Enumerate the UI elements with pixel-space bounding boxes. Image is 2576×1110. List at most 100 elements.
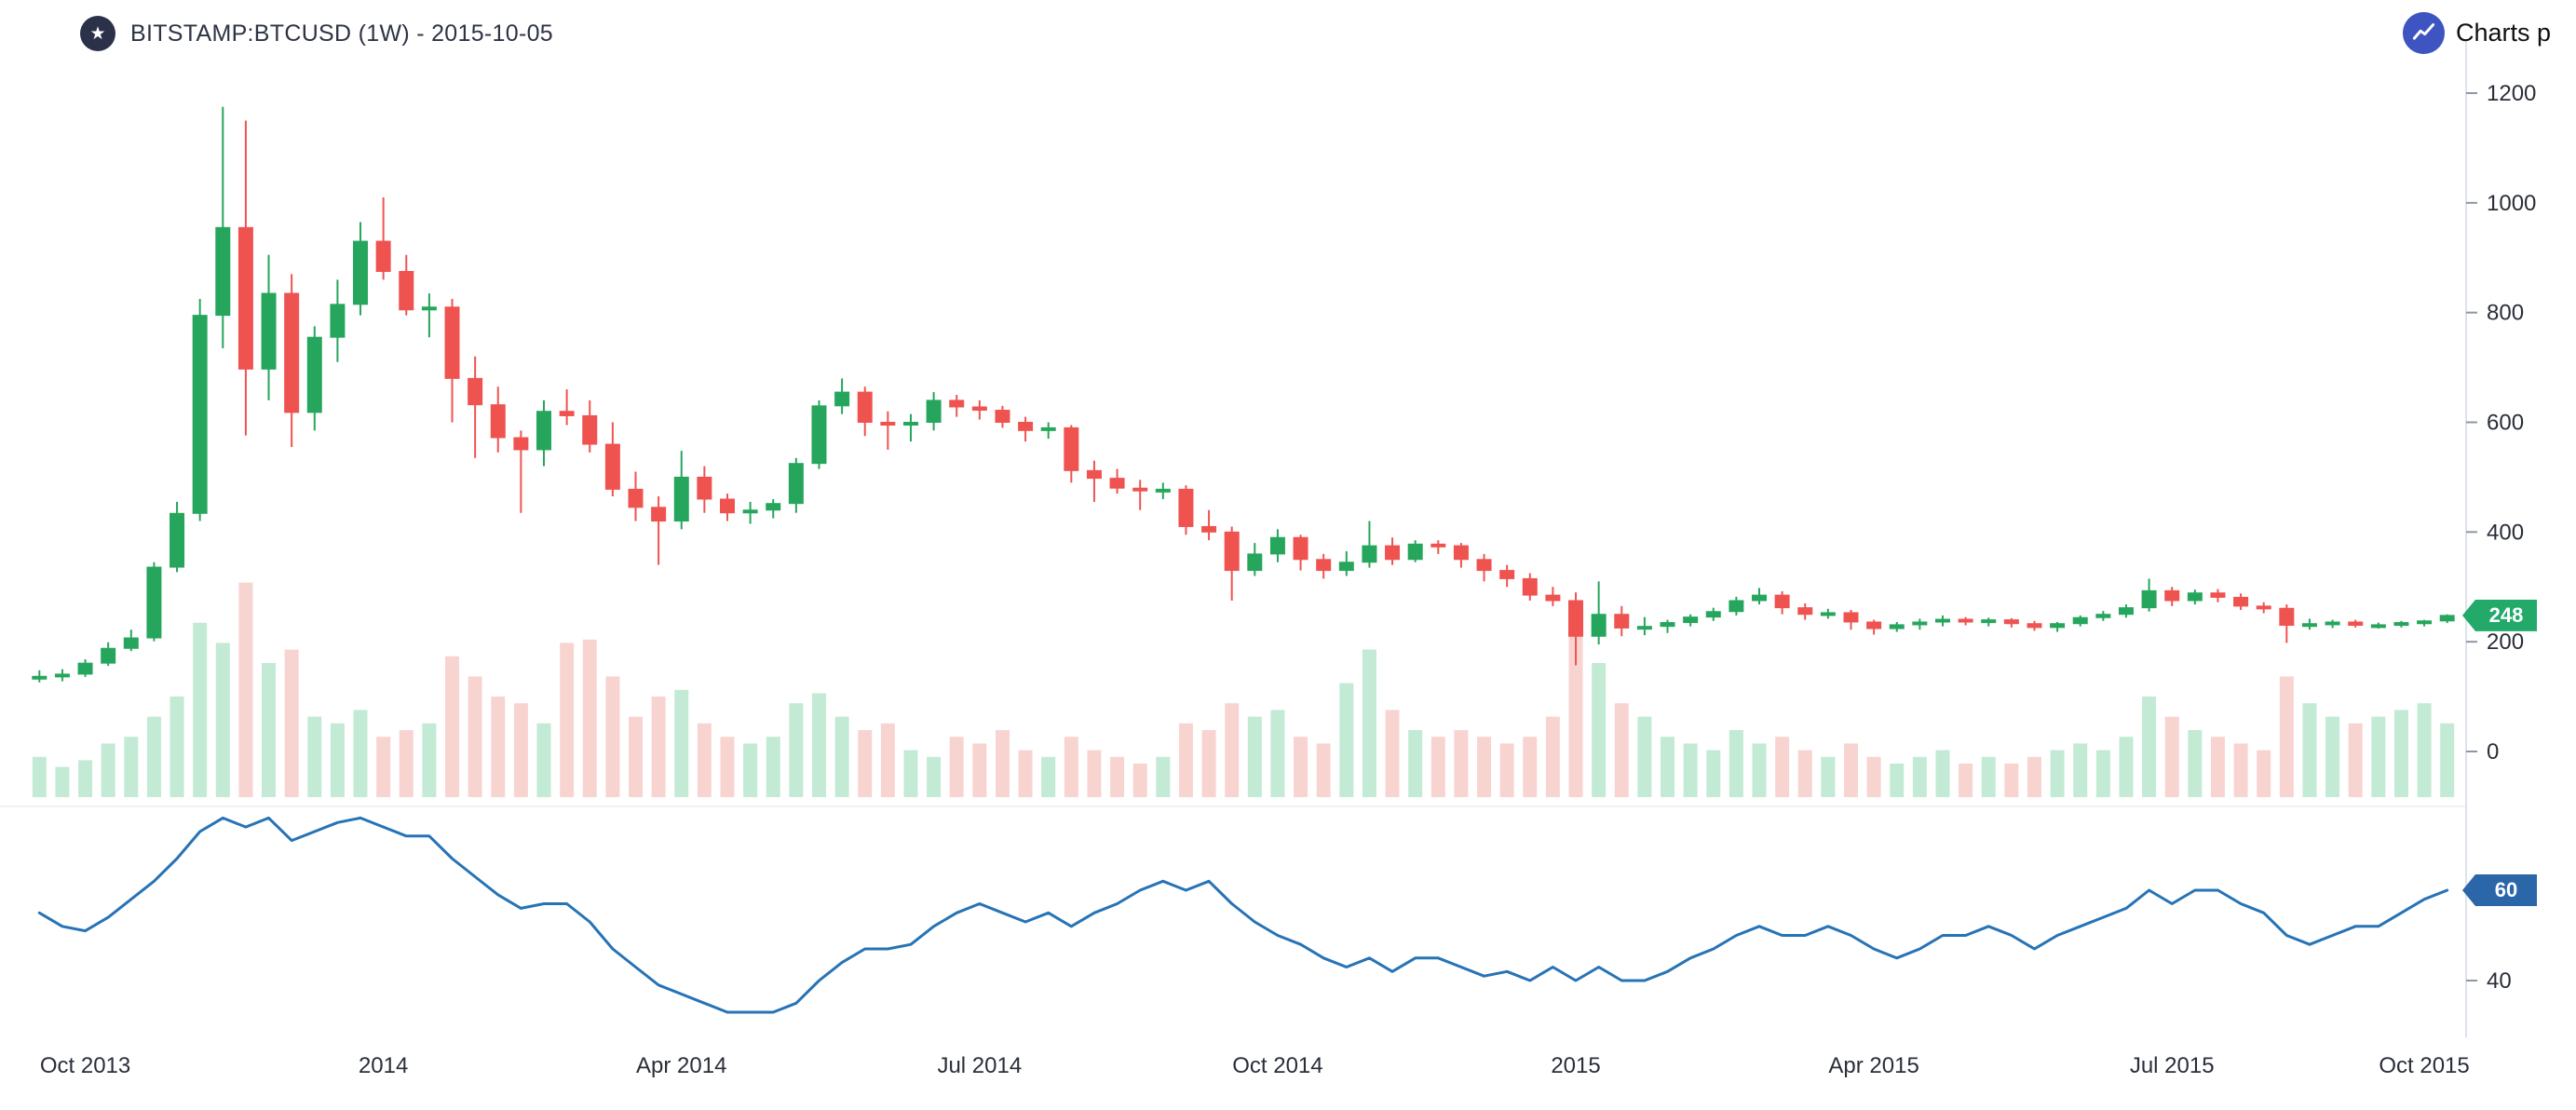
candle-body — [1086, 469, 1102, 480]
candle-body — [1201, 525, 1217, 533]
candle-body — [1705, 611, 1721, 618]
candle-body — [1453, 545, 1469, 561]
candle-body — [742, 509, 758, 514]
price-tick-label: 1000 — [2487, 191, 2536, 216]
volume-bar — [2302, 703, 2317, 797]
candle-body — [1338, 562, 1354, 572]
candle-body — [834, 391, 850, 407]
volume-bar — [1935, 750, 1950, 797]
volume-bar — [811, 693, 826, 797]
candle-body — [2210, 592, 2226, 598]
volume-bar — [651, 697, 666, 797]
volume-bar — [1178, 723, 1193, 797]
candle-body — [2003, 619, 2019, 625]
candle-body — [857, 391, 873, 423]
volume-bar — [55, 766, 70, 797]
star-icon[interactable]: ★ — [80, 16, 115, 51]
candle-body — [2050, 623, 2066, 629]
candle-body — [1522, 577, 1538, 596]
volume-bar — [858, 730, 873, 797]
candle-body — [788, 463, 804, 505]
volume-bar — [1890, 764, 1905, 797]
candle-body — [1752, 594, 1768, 602]
candle-body — [673, 476, 689, 522]
volume-bar — [1775, 737, 1790, 797]
candle-body — [1224, 531, 1240, 572]
volume-bar — [1912, 756, 1927, 797]
rsi-line — [37, 816, 2449, 1014]
candle-body — [1247, 553, 1263, 572]
volume-bar — [1064, 737, 1078, 797]
candle-body — [353, 240, 369, 305]
volume-bar — [1316, 743, 1331, 797]
candle-body — [2393, 622, 2409, 627]
candle-body — [651, 507, 667, 522]
candle-body — [1636, 626, 1652, 630]
line-chart-glyph — [2412, 23, 2435, 40]
volume-bar — [1821, 756, 1836, 797]
volume-bar — [2004, 764, 2019, 797]
volume-bar — [262, 663, 277, 797]
candle-body — [719, 498, 735, 514]
candle-body — [444, 306, 460, 379]
time-axis-label: 2014 — [359, 1053, 408, 1078]
volume-bar — [1294, 737, 1308, 797]
candle-body — [582, 414, 598, 445]
candle-body — [1362, 545, 1377, 563]
volume-bar — [720, 737, 735, 797]
candle-body — [1683, 616, 1699, 624]
volume-bar — [605, 676, 620, 797]
candle-body — [2118, 607, 2134, 616]
volume-bar — [2233, 743, 2248, 797]
volume-bar — [1797, 750, 1812, 797]
candle-body — [284, 292, 300, 413]
candle-body — [2417, 620, 2433, 625]
candle-body — [330, 304, 346, 338]
candle-body — [375, 240, 391, 272]
volume-bar — [307, 716, 322, 797]
candle-body — [536, 411, 552, 451]
volume-bar — [2279, 676, 2294, 797]
candle-body — [2233, 596, 2249, 607]
volume-bar — [2371, 716, 2386, 797]
volume-bar — [995, 730, 1010, 797]
candle-body — [697, 476, 712, 500]
candle-body — [399, 270, 414, 311]
volume-bar — [743, 743, 758, 797]
volume-bar — [513, 703, 528, 797]
volume-bar — [2027, 756, 2041, 797]
candle-body — [1178, 488, 1194, 527]
time-axis-label: Apr 2015 — [1828, 1053, 1918, 1078]
volume-bar — [1866, 756, 1881, 797]
volume-bar — [2440, 723, 2455, 797]
volume-bar — [101, 743, 115, 797]
time-axis-label: 2015 — [1551, 1053, 1600, 1078]
candle-body — [2256, 605, 2271, 610]
candle-body — [926, 399, 942, 423]
volume-bar — [445, 656, 460, 797]
time-axis-label: Jul 2014 — [937, 1053, 1022, 1078]
price-tick-label: 400 — [2487, 520, 2524, 545]
volume-bar — [2348, 723, 2363, 797]
volume-bar — [2393, 710, 2408, 797]
volume-bar — [284, 649, 299, 797]
volume-bar — [1614, 703, 1629, 797]
volume-bar — [238, 582, 253, 797]
candle-body — [1774, 594, 1790, 609]
candle-body — [1430, 543, 1446, 548]
volume-bar — [629, 716, 643, 797]
volume-bar — [2188, 730, 2203, 797]
price-tick-label: 200 — [2487, 629, 2524, 655]
volume-bar — [1592, 663, 1607, 797]
attribution-label[interactable]: Charts p — [2456, 19, 2552, 47]
attribution[interactable]: Charts p — [2403, 12, 2551, 54]
volume-bar — [1523, 737, 1538, 797]
volume-bar — [1683, 743, 1698, 797]
volume-bar — [1110, 756, 1125, 797]
candle-body — [1132, 487, 1148, 492]
volume-bar — [491, 697, 506, 797]
candle-body — [628, 488, 644, 508]
tradingview-icon[interactable] — [2403, 12, 2445, 54]
candle-body — [1958, 618, 1973, 623]
